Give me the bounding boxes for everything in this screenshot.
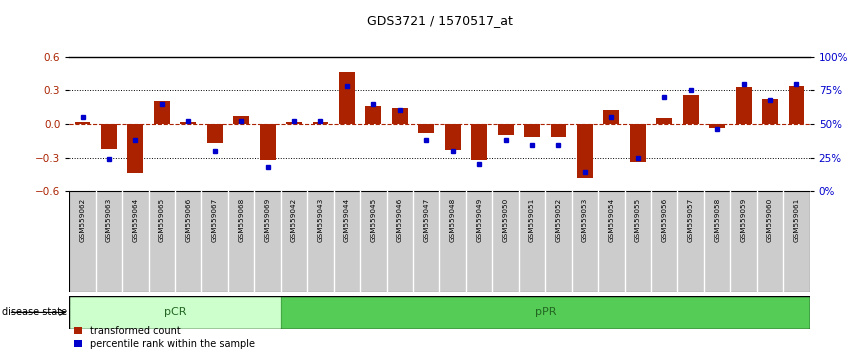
Bar: [418, 124, 434, 133]
Text: GSM559066: GSM559066: [185, 198, 191, 242]
Bar: [682, 95, 699, 124]
Text: GSM559058: GSM559058: [714, 198, 721, 242]
Bar: [339, 72, 355, 124]
Bar: [471, 124, 487, 160]
Text: GDS3721 / 1570517_at: GDS3721 / 1570517_at: [366, 14, 513, 27]
Text: GSM559059: GSM559059: [740, 198, 746, 242]
Text: GSM559045: GSM559045: [371, 198, 377, 242]
Bar: [789, 86, 805, 124]
Text: GSM559067: GSM559067: [211, 198, 217, 242]
Bar: [313, 122, 328, 124]
Text: GSM559050: GSM559050: [502, 198, 508, 242]
Text: GSM559054: GSM559054: [609, 198, 614, 242]
Bar: [551, 124, 566, 137]
Text: GSM559056: GSM559056: [662, 198, 668, 242]
Bar: [101, 124, 117, 149]
Bar: [365, 106, 381, 124]
Bar: [577, 124, 593, 178]
Text: GSM559047: GSM559047: [423, 198, 430, 242]
Bar: [762, 99, 778, 124]
Text: GSM559063: GSM559063: [106, 198, 112, 242]
Text: GSM559044: GSM559044: [344, 198, 350, 242]
Text: GSM559060: GSM559060: [767, 198, 773, 242]
Bar: [69, 296, 281, 329]
Text: GSM559051: GSM559051: [529, 198, 535, 242]
Text: GSM559069: GSM559069: [265, 198, 270, 242]
Text: pCR: pCR: [164, 307, 186, 318]
Text: GSM559048: GSM559048: [449, 198, 456, 242]
Bar: [392, 108, 408, 124]
Text: GSM559065: GSM559065: [158, 198, 165, 242]
Text: GSM559061: GSM559061: [793, 198, 799, 242]
Bar: [630, 124, 646, 162]
Text: GSM559053: GSM559053: [582, 198, 588, 242]
Text: GSM559042: GSM559042: [291, 198, 297, 242]
Bar: [74, 122, 90, 124]
Text: GSM559049: GSM559049: [476, 198, 482, 242]
Legend: transformed count, percentile rank within the sample: transformed count, percentile rank withi…: [74, 326, 255, 349]
Bar: [281, 296, 810, 329]
Bar: [260, 124, 275, 160]
Bar: [736, 87, 752, 124]
Bar: [207, 124, 223, 143]
Text: GSM559046: GSM559046: [397, 198, 403, 242]
Bar: [127, 124, 143, 173]
Text: GSM559052: GSM559052: [555, 198, 561, 242]
Bar: [498, 124, 514, 135]
Text: GSM559055: GSM559055: [635, 198, 641, 242]
Bar: [154, 102, 170, 124]
Text: disease state: disease state: [2, 307, 67, 318]
Bar: [445, 124, 461, 150]
Text: GSM559062: GSM559062: [80, 198, 86, 242]
Bar: [233, 116, 249, 124]
Text: GSM559068: GSM559068: [238, 198, 244, 242]
Bar: [604, 110, 619, 124]
Bar: [656, 118, 672, 124]
Bar: [180, 122, 197, 124]
Text: pPR: pPR: [534, 307, 556, 318]
Bar: [286, 122, 302, 124]
Text: GSM559057: GSM559057: [688, 198, 694, 242]
Bar: [709, 124, 725, 129]
Text: GSM559043: GSM559043: [318, 198, 324, 242]
Text: GSM559064: GSM559064: [132, 198, 139, 242]
Bar: [524, 124, 540, 137]
